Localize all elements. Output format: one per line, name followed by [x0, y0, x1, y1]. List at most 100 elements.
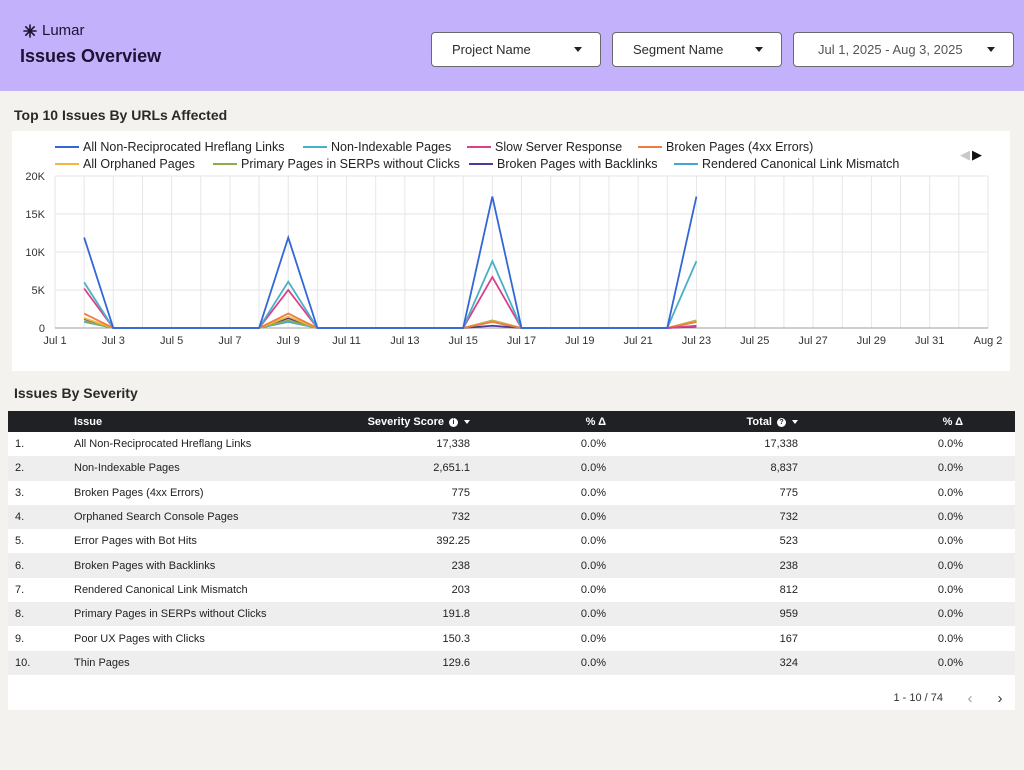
row-issue: Broken Pages (4xx Errors) [74, 486, 204, 499]
table-row[interactable]: 2. Non-Indexable Pages 2,651.1 0.0% 8,837 0.0… [8, 456, 1015, 481]
row-severity: 2,651.1 [304, 456, 484, 481]
col-index-header [8, 411, 74, 432]
row-delta1: 0.0% [484, 650, 614, 675]
row-severity: 775 [451, 486, 470, 499]
row-total: 238 [614, 553, 814, 578]
legend-item[interactable]: Broken Pages with Backlinks [469, 157, 658, 171]
table-row[interactable]: 5. Error Pages with Bot Hits 392.25 0.0% 523… [8, 529, 1015, 553]
legend-prev-icon[interactable]: ◀ [960, 148, 970, 163]
row-issue: Primary Pages in SERPs without Clicks [74, 602, 304, 627]
row-severity: 150.3 [442, 632, 470, 645]
table-row[interactable]: 10. Thin Pages 129.6 0.0% 324 0.0% [8, 650, 1015, 675]
legend-item[interactable]: All Non-Reciprocated Hreflang Links [55, 140, 284, 154]
row-severity: 238 [304, 553, 484, 578]
chevron-left-icon[interactable]: ‹ [967, 689, 973, 707]
row-delta2: 0.0% [814, 553, 1015, 578]
row-delta1: 0.0% [580, 632, 606, 645]
x-tick-label: Jul 1 [43, 335, 66, 347]
brand-name: Lumar [42, 22, 85, 39]
chart-section-title: Top 10 Issues By URLs Affected [14, 107, 228, 123]
row-severity: 392.25 [436, 535, 470, 548]
x-tick-label: Jul 25 [740, 335, 769, 347]
legend-item[interactable]: Slow Server Response [467, 140, 622, 154]
table-row[interactable]: 6. Broken Pages with Backlinks 238 0.0% 238 0… [8, 553, 1015, 578]
col-issue-label: Issue [74, 415, 103, 428]
row-index: 3. [15, 486, 25, 499]
legend-item[interactable]: All Orphaned Pages [55, 157, 195, 171]
table-row[interactable]: 8. Primary Pages in SERPs without Clicks 1… [8, 602, 1015, 627]
legend-item[interactable]: Broken Pages (4xx Errors) [638, 140, 813, 154]
table-row[interactable]: 4. Orphaned Search Console Pages 732 0.0% 73… [8, 504, 1015, 530]
series-line [83, 312, 697, 329]
row-issue: All Non-Reciprocated Hreflang Links [74, 438, 252, 451]
legend-label: Rendered Canonical Link Mismatch [702, 157, 899, 171]
row-issue: Rendered Canonical Link Mismatch [74, 583, 248, 596]
series-line [83, 258, 698, 329]
row-index: 7. [15, 583, 25, 596]
row-index: 2. [8, 456, 74, 481]
row-total: 523 [779, 535, 798, 548]
row-delta1: 0.0% [484, 553, 614, 578]
row-delta2: 0.0% [814, 456, 1015, 481]
row-delta2: 0.0% [937, 486, 963, 499]
legend-label: Broken Pages (4xx Errors) [666, 140, 813, 154]
legend-label: Broken Pages with Backlinks [497, 157, 658, 171]
row-delta1: 0.0% [580, 486, 606, 499]
row-delta2: 0.0% [937, 632, 963, 645]
info-icon[interactable]: i [449, 417, 458, 427]
table-row[interactable]: 7. Rendered Canonical Link Mismatch 203 0.0… [8, 578, 1015, 602]
row-index: 6. [8, 553, 74, 578]
col-delta2-header[interactable]: % Δ [814, 411, 1015, 432]
legend-label: Primary Pages in SERPs without Clicks [241, 157, 460, 171]
x-tick-label: Jul 21 [623, 335, 652, 347]
row-severity: 17,338 [436, 438, 470, 451]
x-tick-label: Aug 2 [974, 335, 1003, 347]
row-delta2: 0.0% [937, 535, 963, 548]
legend-label: Slow Server Response [495, 140, 622, 154]
legend-item[interactable]: Rendered Canonical Link Mismatch [674, 157, 899, 171]
y-tick-label: 5K [32, 285, 46, 297]
row-issue: Orphaned Search Console Pages [74, 504, 304, 530]
col-delta1-header[interactable]: % Δ [484, 411, 614, 432]
table-row[interactable]: 9. Poor UX Pages with Clicks 150.3 0.0% 167 0… [8, 626, 1015, 650]
row-delta1: 0.0% [484, 504, 614, 530]
legend-label: Non-Indexable Pages [331, 140, 451, 154]
legend-item[interactable]: Non-Indexable Pages [303, 140, 451, 154]
date-range-picker[interactable]: Jul 1, 2025 - Aug 3, 2025 [793, 32, 1014, 67]
row-index: 4. [8, 504, 74, 530]
col-severity-header[interactable]: Severity Score i [304, 411, 484, 432]
row-issue: Thin Pages [74, 650, 304, 675]
y-tick-label: 15K [25, 209, 45, 221]
row-delta2: 0.0% [814, 504, 1015, 530]
sort-desc-icon[interactable] [792, 419, 798, 424]
date-range-label: Jul 1, 2025 - Aug 3, 2025 [818, 42, 963, 57]
table-row[interactable]: 1. All Non-Reciprocated Hreflang Links 17,… [8, 432, 1015, 456]
table-row[interactable]: 3. Broken Pages (4xx Errors) 775 0.0% 775 0.0… [8, 481, 1015, 505]
col-severity-label: Severity Score [367, 415, 444, 428]
sort-desc-icon[interactable] [464, 419, 470, 424]
y-tick-label: 20K [25, 171, 45, 183]
row-issue: Broken Pages with Backlinks [74, 553, 304, 578]
legend-next-icon[interactable]: ▶ [972, 148, 982, 163]
row-delta2: 0.0% [937, 438, 963, 451]
col-total-header[interactable]: Total? [614, 411, 814, 432]
project-name-dropdown[interactable]: Project Name [431, 32, 601, 67]
row-total: 775 [779, 486, 798, 499]
segment-name-dropdown[interactable]: Segment Name [612, 32, 782, 67]
legend-pagination: ◀ ▶ [960, 148, 982, 163]
col-issue-header[interactable]: Issue [74, 411, 304, 432]
row-severity: 203 [451, 583, 470, 596]
legend-label: All Orphaned Pages [83, 157, 195, 171]
col-delta2-label: % Δ [942, 415, 963, 428]
y-tick-label: 10K [25, 247, 45, 259]
x-tick-label: Jul 7 [218, 335, 241, 347]
row-severity: 732 [304, 504, 484, 530]
row-delta1: 0.0% [580, 535, 606, 548]
info-icon[interactable]: ? [777, 417, 786, 427]
chevron-right-icon[interactable]: › [997, 689, 1003, 707]
legend-item[interactable]: Primary Pages in SERPs without Clicks [213, 157, 460, 171]
brand-logo: Lumar [23, 22, 85, 39]
row-total: 324 [614, 650, 814, 675]
severity-table-card: Issue Severity Score i % Δ Total? % Δ 1. A… [8, 411, 1015, 710]
caret-down-icon [755, 47, 763, 52]
